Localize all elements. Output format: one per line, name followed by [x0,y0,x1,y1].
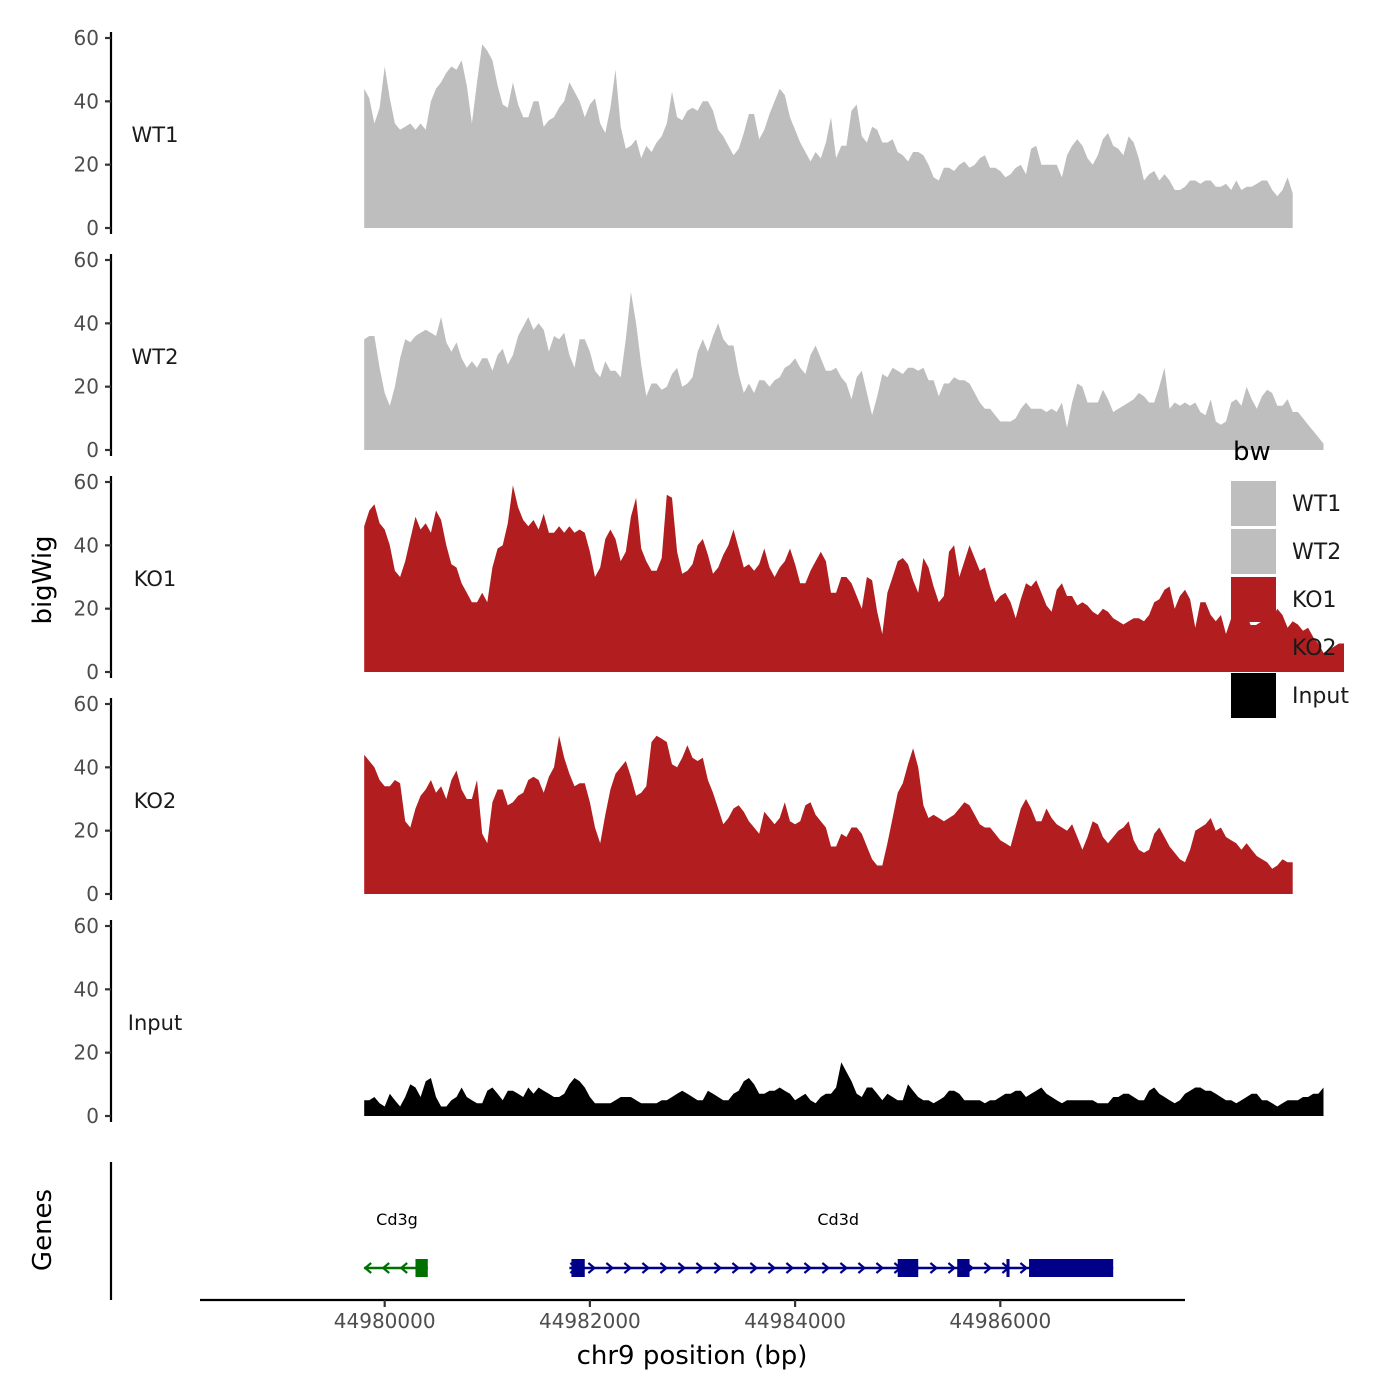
strand-arrow-cd3d [857,1262,867,1274]
legend-swatch-wt1 [1231,481,1276,526]
exon-cd3d [897,1259,919,1277]
track-ko1: 0 20 40 60 KO1 [74,470,1344,684]
y-tick-label-ko2: 20 [74,819,99,843]
gene-models: Cd3g Cd3d [363,1210,1114,1277]
y-tick-label-wt1: 0 [86,216,99,240]
strand-arrow-cd3d [1019,1262,1029,1274]
y-tick-label-wt1: 20 [74,153,99,177]
strand-arrow-cd3d [695,1262,705,1274]
y-tick-label-input: 60 [74,914,99,938]
track-ko2: 0 20 40 60 KO2 [74,692,1293,906]
x-tick-label: 44984000 [744,1309,846,1333]
coverage-area-input [364,1062,1324,1116]
y-tick-label-ko1: 20 [74,597,99,621]
legend-swatch-ko2 [1231,625,1276,670]
legend-entries: WT1 WT2 KO1 KO2 Input [1231,481,1349,718]
genes-axis-title: Genes [28,1189,58,1271]
y-axis-title: bigWig [28,535,58,624]
strand-arrow-cd3d [983,1262,993,1274]
y-tick-label-wt2: 40 [74,311,99,335]
strand-arrow-cd3d [623,1262,633,1274]
y-tick-label-ko1: 60 [74,470,99,494]
gene-track: Genes Cd3g Cd3d [28,1162,1114,1300]
strand-arrow-cd3d [677,1262,687,1274]
track-input: 0 20 40 60 Input [74,914,1324,1128]
strand-arrow-cd3g [363,1262,372,1274]
exon-cd3g [415,1259,428,1277]
coverage-area-ko1 [364,485,1344,672]
gene-cd3d: Cd3d [569,1210,1114,1277]
track-label-input: Input [128,1011,182,1035]
gene-label-cd3g: Cd3g [376,1210,418,1229]
y-tick-label-ko1: 40 [74,533,99,557]
exon-cd3d [1006,1259,1010,1277]
legend-swatch-input [1231,673,1276,718]
x-tick-label: 44980000 [334,1309,436,1333]
legend-title: bw [1233,437,1271,467]
y-tick-label-wt2: 0 [86,438,99,462]
strand-arrow-cd3d [767,1262,777,1274]
exon-cd3d [571,1259,585,1277]
coverage-area-wt1 [364,44,1293,228]
strand-arrow-cd3g [381,1262,390,1274]
legend: bw WT1 WT2 KO1 KO2 Input [1231,437,1349,718]
strand-arrow-cd3d [587,1262,597,1274]
x-axis-title: chr9 position (bp) [577,1341,808,1371]
y-tick-label-input: 0 [86,1104,99,1128]
strand-arrow-cd3d [749,1262,759,1274]
strand-arrow-cd3d [641,1262,651,1274]
legend-label-wt2: WT2 [1292,540,1341,565]
legend-label-wt1: WT1 [1292,492,1341,517]
strand-arrow-cd3d [929,1262,939,1274]
x-ticks: 44980000 44982000 44984000 44986000 [334,1300,1051,1333]
strand-arrow-cd3d [803,1262,813,1274]
coverage-tracks: 0 20 40 60 WT1 0 20 40 60 WT2 0 20 40 60 KO1 0 20 40 60 KO2… [74,26,1344,1128]
strand-arrow-cd3d [839,1262,849,1274]
y-tick-label-wt1: 40 [74,89,99,113]
strand-arrow-cd3d [821,1262,831,1274]
x-axis: 44980000 44982000 44984000 44986000 chr9 po… [200,1298,1185,1371]
strand-arrow-cd3d [947,1262,957,1274]
coverage-area-wt2 [364,291,1324,450]
coverage-area-ko2 [364,735,1293,894]
y-tick-label-ko2: 0 [86,882,99,906]
strand-arrow-cd3d [875,1262,885,1274]
x-tick-label: 44986000 [949,1309,1051,1333]
y-tick-label-ko1: 0 [86,660,99,684]
y-tick-label-wt1: 60 [74,26,99,50]
x-tick-label: 44982000 [539,1309,641,1333]
track-wt1: 0 20 40 60 WT1 [74,26,1293,240]
track-label-wt1: WT1 [132,123,179,147]
exon-cd3d [957,1259,970,1277]
track-wt2: 0 20 40 60 WT2 [74,248,1324,462]
strand-arrow-cd3d [731,1262,741,1274]
strand-arrow-cd3d [605,1262,615,1274]
y-tick-label-ko2: 60 [74,692,99,716]
gene-cd3g: Cd3g [363,1210,428,1277]
strand-arrow-cd3d [713,1262,723,1274]
y-tick-label-input: 20 [74,1041,99,1065]
exon-cd3d [1029,1259,1114,1277]
track-label-ko2: KO2 [134,789,177,813]
legend-swatch-ko1 [1231,577,1276,622]
y-tick-label-input: 40 [74,977,99,1001]
gene-label-cd3d: Cd3d [817,1210,859,1229]
y-tick-label-ko2: 40 [74,755,99,779]
y-tick-label-wt2: 20 [74,375,99,399]
track-label-ko1: KO1 [134,567,177,591]
legend-label-input: Input [1292,684,1349,709]
legend-label-ko2: KO2 [1292,636,1337,661]
strand-arrow-cd3d [659,1262,669,1274]
y-tick-label-wt2: 60 [74,248,99,272]
strand-arrow-cd3d [785,1262,795,1274]
track-label-wt2: WT2 [132,345,179,369]
strand-arrow-cd3g [399,1262,408,1274]
legend-label-ko1: KO1 [1292,588,1337,613]
legend-swatch-wt2 [1231,529,1276,574]
